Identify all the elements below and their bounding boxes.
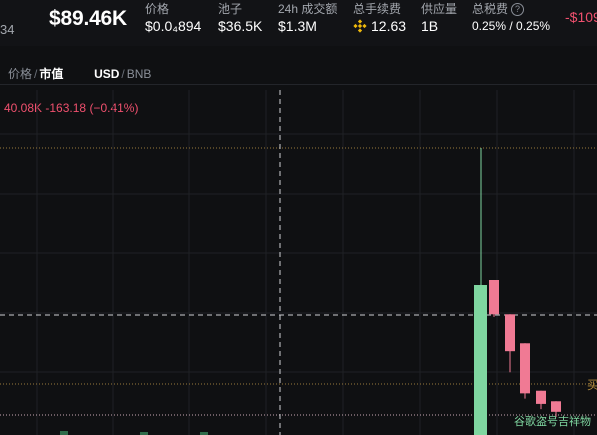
chart-grid xyxy=(0,90,597,435)
stat-total-fees-value: 12.63 xyxy=(353,18,406,34)
toolbar-separator: / xyxy=(34,67,38,81)
candle-body xyxy=(489,280,499,315)
ohlc-value: 40.08K xyxy=(4,101,43,115)
stat-supply-label: 供应量 xyxy=(421,2,458,16)
stat-tax-value: 0.25% / 0.25% xyxy=(472,19,551,33)
stat-pool-label: 池子 xyxy=(218,2,243,16)
toolbar-separator: / xyxy=(121,67,125,81)
market-cap-value: $89.46K xyxy=(49,7,127,30)
bnb-icon xyxy=(353,19,367,33)
candle-body xyxy=(520,343,530,394)
ohlc-legend: 40.08K -163.18 (−0.41%) xyxy=(4,101,138,115)
price-chart[interactable]: 买 谷歌盗号吉祥物 xyxy=(0,90,597,435)
ohlc-change-pct: (−0.41%) xyxy=(89,101,139,115)
stat-price-value: $0.0₄894 xyxy=(145,18,202,34)
toolbar-divider xyxy=(0,84,597,85)
total-fees-text: 12.63 xyxy=(371,18,407,34)
stat-total-fees-label: 总手续费 xyxy=(353,2,402,16)
stat-24h-volume-value: $1.3M xyxy=(278,18,317,34)
candle-body xyxy=(551,401,561,412)
header-change-cut: -$109 xyxy=(565,9,597,25)
stat-price-label: 价格 xyxy=(145,2,170,16)
stat-tax-label: 总税费? xyxy=(472,0,525,17)
ohlc-change: -163.18 xyxy=(45,101,87,115)
stat-24h-volume-label: 24h 成交额 xyxy=(278,2,338,16)
candle-big-green xyxy=(474,285,487,435)
toggle-market-cap[interactable]: 市值 xyxy=(39,67,64,81)
candles xyxy=(489,280,561,418)
candle-body xyxy=(505,314,515,352)
toggle-bnb[interactable]: BNB xyxy=(126,67,152,81)
toggle-usd[interactable]: USD xyxy=(94,67,120,81)
tax-label-text: 总税费 xyxy=(472,2,509,16)
chart-marker-label[interactable]: 谷歌盗号吉祥物 xyxy=(514,414,591,428)
stat-supply-value: 1B xyxy=(421,18,439,34)
header-left-cut: 34 xyxy=(0,22,15,37)
toggle-price[interactable]: 价格 xyxy=(8,67,33,81)
token-header-bar: 34 $89.46K 价格 $0.0₄894 池子 $36.5K 24h 成交额… xyxy=(0,0,597,46)
volume-bars xyxy=(60,431,208,435)
candle-body xyxy=(536,390,546,404)
stat-pool-value: $36.5K xyxy=(218,18,263,34)
annotation-right-cut: 买 xyxy=(587,378,597,392)
chart-toolbar: 价格 / 市值 USD / BNB xyxy=(8,65,151,82)
info-icon[interactable]: ? xyxy=(511,3,525,16)
